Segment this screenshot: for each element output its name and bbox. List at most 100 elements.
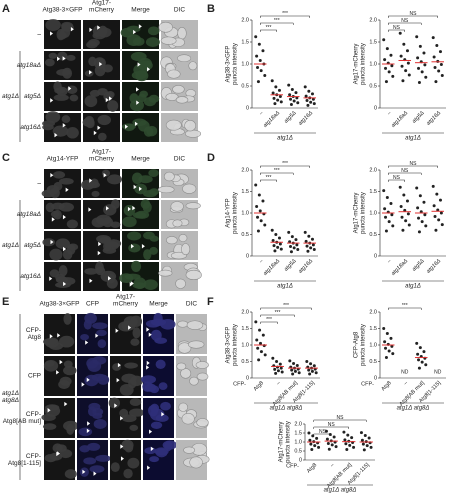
data-point [277, 236, 281, 240]
significance-label: NS [401, 168, 409, 174]
data-point [312, 364, 316, 368]
significance-bracket [388, 15, 438, 18]
x-tick-label: Atg8 [306, 462, 318, 474]
data-point [384, 80, 388, 84]
data-point [415, 341, 419, 345]
data-point [438, 50, 442, 54]
cell [95, 266, 106, 276]
data-point [288, 240, 292, 244]
data-point [344, 442, 348, 446]
arrowhead [81, 382, 85, 387]
data-point [440, 223, 444, 227]
data-point [310, 369, 314, 373]
cell [58, 265, 68, 277]
cell [58, 202, 74, 212]
y-axis-label: puncta intensity [233, 324, 239, 366]
channel-label: Atg14-YFP [47, 156, 79, 163]
arrowhead [89, 27, 93, 33]
data-point [407, 223, 411, 227]
x-axis-label: atg1Δ [277, 284, 293, 290]
data-point [305, 360, 309, 363]
row-label: atg16Δ [20, 273, 41, 280]
arrowhead [116, 377, 120, 383]
x-tick-label: – [329, 462, 336, 469]
data-point [256, 66, 260, 70]
row-label: atg5Δ [24, 93, 41, 100]
data-point [385, 331, 389, 335]
cell [59, 449, 73, 459]
cell [41, 413, 56, 422]
data-point [315, 436, 319, 440]
y-tick-label: 2.0 [369, 17, 377, 23]
channel-label: DIC [174, 156, 186, 163]
data-point [361, 442, 365, 446]
y-tick-label: 2.0 [369, 309, 377, 315]
cell [172, 85, 185, 94]
data-point [391, 352, 395, 356]
annotation: ND [401, 369, 409, 375]
cell [130, 338, 140, 346]
arrowhead [105, 97, 109, 103]
data-point [310, 448, 314, 452]
x-tick-label: atg18aΔ [262, 258, 281, 277]
cell [121, 373, 137, 383]
cell [124, 362, 138, 369]
x-tick-label: atg5Δ [411, 110, 426, 125]
data-point [384, 66, 388, 70]
data-point [274, 85, 278, 89]
significance-bracket [313, 433, 332, 436]
data-point [391, 224, 395, 228]
cell [180, 368, 192, 379]
row-label: atg5Δ [24, 242, 41, 249]
data-point [432, 204, 436, 208]
arrowhead [51, 217, 55, 222]
cell [66, 219, 78, 229]
arrowhead [88, 207, 92, 212]
cell [135, 210, 150, 219]
cell [69, 94, 79, 102]
data-point [326, 441, 330, 445]
data-point [433, 66, 437, 70]
data-point [312, 102, 316, 106]
x-tick-label: atg16Δ [426, 110, 443, 127]
x-prefix-label: CFP- [233, 381, 246, 387]
arrowhead [49, 276, 53, 281]
cell [185, 202, 201, 210]
cell [170, 201, 184, 212]
cell [154, 447, 169, 456]
data-point [277, 88, 281, 92]
channel-label: Merge [131, 7, 150, 14]
cell [102, 64, 113, 73]
cell [129, 398, 142, 407]
data-point [307, 234, 311, 238]
data-point [436, 208, 440, 212]
data-point [317, 445, 321, 449]
data-point [309, 362, 313, 366]
significance-label: *** [274, 168, 280, 174]
row-label: – [36, 31, 41, 38]
data-point [416, 206, 420, 210]
cell [128, 243, 141, 253]
cell [144, 383, 157, 392]
data-point [307, 431, 311, 435]
x-axis-label: atg1Δ [277, 136, 293, 142]
data-point [314, 371, 318, 375]
arrowhead [127, 206, 131, 212]
data-point [435, 192, 439, 196]
cell [58, 335, 75, 348]
x-tick-label: – [403, 380, 410, 387]
cell [45, 404, 60, 411]
cell [165, 93, 179, 101]
data-point [295, 363, 299, 367]
significance-bracket [388, 307, 422, 310]
data-point [290, 368, 294, 372]
arrowhead [130, 281, 134, 286]
data-point [257, 193, 261, 197]
cell [52, 171, 66, 179]
data-point [424, 363, 428, 367]
arrowhead [93, 471, 97, 476]
cell [128, 408, 145, 417]
data-point [308, 372, 312, 376]
cell [45, 19, 61, 31]
y-axis-label: Atg17-mCherry [279, 422, 285, 463]
